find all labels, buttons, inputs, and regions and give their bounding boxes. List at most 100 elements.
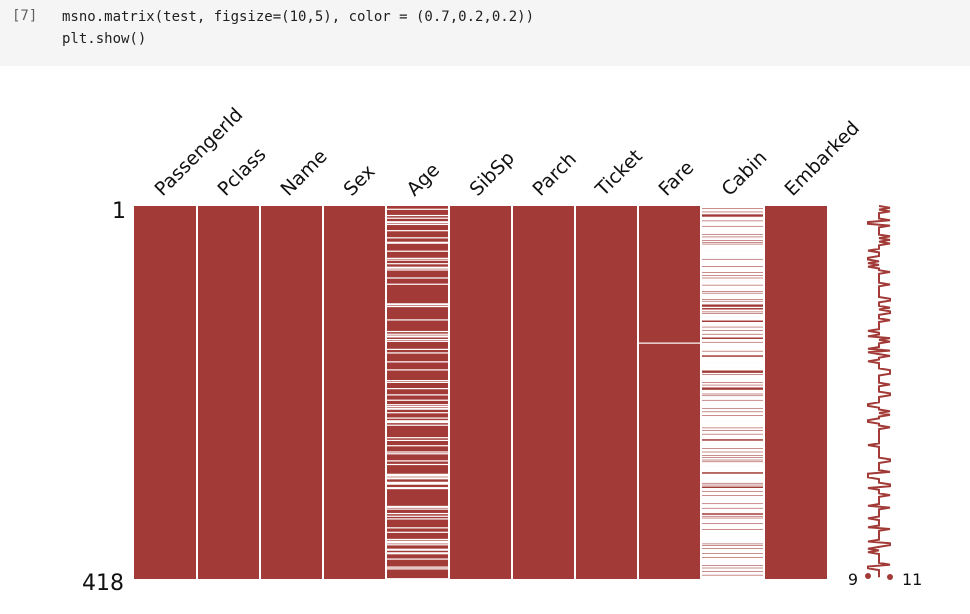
missing-gap — [701, 465, 764, 467]
missing-gap — [701, 510, 764, 512]
missing-gap — [701, 206, 764, 209]
matrix-column-ticket — [575, 206, 638, 579]
missing-gap — [701, 565, 764, 567]
missing-gap — [386, 304, 449, 306]
missing-gap — [701, 426, 764, 428]
missing-gap — [701, 255, 764, 257]
missing-gap — [701, 322, 764, 325]
missing-gap — [701, 343, 764, 345]
missing-gap — [386, 335, 449, 337]
missing-gap — [386, 439, 449, 441]
missing-gap — [701, 413, 764, 415]
missing-gap — [701, 280, 764, 282]
missing-gap — [701, 545, 764, 548]
missing-gap — [701, 577, 764, 579]
sparkline-min-marker — [865, 573, 871, 579]
missing-gap — [386, 369, 449, 371]
missing-gap — [701, 344, 764, 346]
missing-gap — [701, 405, 764, 408]
missing-gap — [701, 469, 764, 471]
missing-gap — [701, 319, 764, 321]
missing-gap — [701, 247, 764, 250]
column-label-pclass: Pclass — [213, 144, 270, 201]
missing-gap — [386, 512, 449, 515]
missing-gap — [701, 331, 764, 334]
missing-gap — [701, 418, 764, 420]
missing-gap — [701, 334, 764, 336]
missing-gap — [701, 232, 764, 234]
missing-gap — [701, 270, 764, 272]
missing-gap — [701, 357, 764, 359]
missing-gap — [701, 446, 764, 449]
missing-gap — [701, 227, 764, 229]
missing-gap — [701, 302, 764, 304]
missing-gap — [701, 563, 764, 566]
missing-gap — [701, 477, 764, 479]
missing-gap — [701, 441, 764, 443]
missing-gap — [701, 303, 764, 305]
missing-gap — [701, 254, 764, 256]
missing-gap — [701, 360, 764, 362]
missing-gap — [701, 238, 764, 240]
missing-gap — [701, 299, 764, 301]
missing-gap — [701, 518, 764, 520]
cell-prompt: [7] — [12, 8, 38, 24]
missing-gap — [701, 271, 764, 273]
missing-gap — [701, 235, 764, 237]
code-editor[interactable]: msno.matrix(test, figsize=(10,5), color … — [62, 6, 534, 50]
missing-gap — [701, 437, 764, 439]
missing-gap — [701, 346, 764, 348]
missing-gap — [701, 570, 764, 572]
missing-gap — [701, 347, 764, 350]
code-cell[interactable]: [7] msno.matrix(test, figsize=(10,5), co… — [0, 0, 970, 66]
missing-gap — [701, 278, 764, 280]
missing-gap — [701, 413, 764, 416]
missing-gap — [701, 440, 764, 442]
missing-gap — [701, 283, 764, 285]
missing-gap — [701, 560, 764, 562]
missing-gap — [701, 379, 764, 381]
missing-gap — [386, 269, 449, 271]
matrix-column-sex — [323, 206, 386, 579]
missing-gap — [386, 340, 449, 342]
missing-gap — [701, 500, 764, 502]
missing-gap — [701, 435, 764, 437]
missing-gap — [701, 438, 764, 440]
missing-gap — [386, 223, 449, 226]
missing-gap — [701, 470, 764, 472]
missing-gap — [701, 526, 764, 528]
missing-gap — [701, 575, 764, 577]
missing-gap — [701, 402, 764, 404]
missing-gap — [386, 578, 449, 580]
missing-gap — [701, 430, 764, 433]
missing-gap — [701, 365, 764, 367]
missing-gap — [701, 380, 764, 382]
missing-gap — [638, 342, 701, 344]
missing-gap — [701, 361, 764, 363]
missing-gap — [701, 528, 764, 530]
missing-gap — [701, 520, 764, 523]
missing-gap — [701, 558, 764, 560]
missing-gap — [701, 217, 764, 219]
missing-gap — [386, 399, 449, 401]
missing-gap — [701, 242, 764, 244]
missing-gap — [701, 252, 764, 254]
column-label-ticket: Ticket — [591, 145, 647, 201]
missing-gap — [701, 471, 764, 473]
missing-gap — [386, 407, 449, 409]
missing-gap — [701, 327, 764, 329]
missing-gap — [386, 336, 449, 338]
missing-gap — [701, 566, 764, 568]
missing-gap — [701, 282, 764, 284]
missing-gap — [701, 489, 764, 491]
missing-gap — [386, 214, 449, 217]
missing-gap — [701, 404, 764, 407]
missing-gap — [701, 288, 764, 291]
missing-gap — [701, 296, 764, 298]
missing-gap — [386, 381, 449, 383]
missing-gap — [701, 422, 764, 425]
missing-gap — [701, 222, 764, 224]
missing-gap — [701, 208, 764, 210]
missing-gap — [701, 493, 764, 495]
missing-gap — [701, 488, 764, 491]
